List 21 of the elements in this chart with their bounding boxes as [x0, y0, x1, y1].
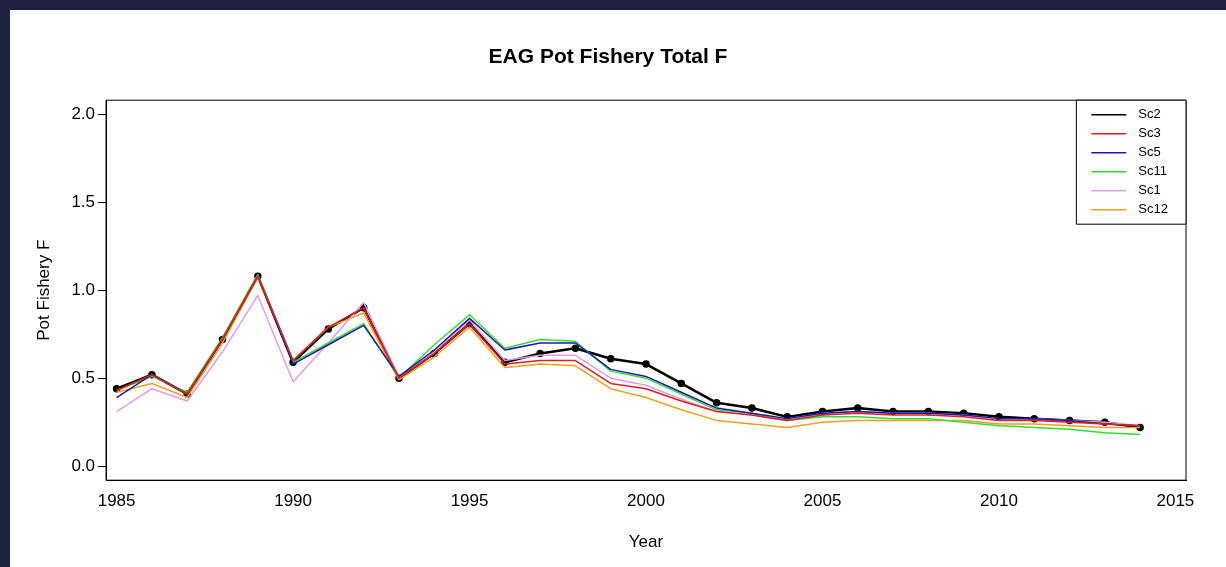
- x-tick-label: 2010: [980, 491, 1018, 511]
- x-axis-title: Year: [628, 532, 664, 552]
- y-axis-title: Pot Fishery F: [33, 239, 53, 341]
- y-tick-label: 0.5: [71, 367, 96, 387]
- x-tick-label: 1990: [274, 491, 312, 511]
- x-tick-label: 2005: [803, 491, 842, 511]
- legend-label: Sc1: [1138, 182, 1161, 198]
- chart-title: EAG Pot Fishery Total F: [488, 44, 728, 68]
- legend-label: Sc12: [1138, 201, 1169, 217]
- x-tick-label: 2015: [1156, 491, 1195, 511]
- y-tick-label: 1.5: [71, 191, 96, 211]
- y-tick-label: 1.0: [71, 279, 96, 299]
- x-tick-label: 2000: [627, 491, 665, 511]
- x-tick-label: 1995: [450, 491, 489, 511]
- legend-label: Sc2: [1138, 106, 1161, 122]
- legend-label: Sc5: [1138, 144, 1161, 160]
- y-tick-label: 0.0: [71, 455, 96, 475]
- legend-label: Sc3: [1138, 125, 1161, 141]
- y-tick-label: 2.0: [71, 103, 96, 123]
- x-tick-label: 1985: [97, 491, 136, 511]
- legend-label: Sc11: [1138, 163, 1168, 179]
